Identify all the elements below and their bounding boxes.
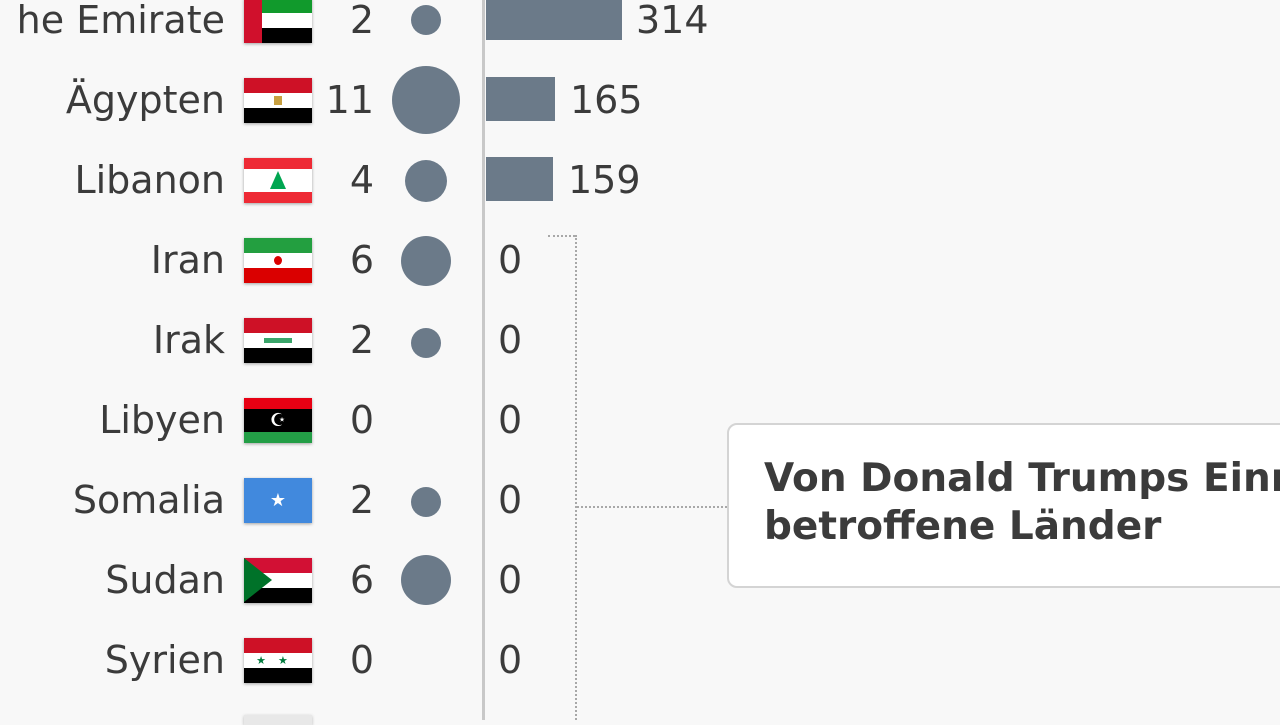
count-value: 6: [349, 238, 374, 282]
count-value: 2: [349, 0, 374, 42]
country-label: Libanon: [74, 158, 225, 202]
flag-iraq-icon: [244, 318, 312, 363]
count-dot: [392, 66, 460, 134]
chart-row-uae: he Emirate 2 314: [0, 0, 760, 60]
bar-value-label: 0: [498, 318, 523, 362]
annotation-line-2: betroffene Länder: [764, 504, 1162, 549]
count-value: 4: [349, 158, 374, 202]
country-label: Syrien: [104, 638, 225, 682]
country-label: Sudan: [105, 558, 225, 602]
annotation-callout: Von Donald Trumps Einr betroffene Länder: [727, 423, 1280, 588]
chart-row-somalia: Somalia ★ 2 0: [0, 460, 760, 540]
chart-row-syria: Syrien ★★ 0 0: [0, 620, 760, 700]
bar-value-label: 0: [498, 478, 523, 522]
count-dot: [401, 555, 451, 605]
count-dot: [401, 236, 451, 286]
bracket-top-line: [548, 235, 575, 237]
country-label: he Emirate: [16, 0, 225, 42]
count-dot: [411, 5, 441, 35]
bar-value-label: 314: [636, 0, 709, 42]
bar-axis-line: [482, 0, 485, 720]
chart-row-sudan: Sudan 6 0: [0, 540, 760, 620]
callout-connector-line: [577, 506, 727, 508]
value-bar: [486, 77, 555, 121]
value-bar: [486, 0, 622, 40]
annotation-text: Von Donald Trumps Einr betroffene Länder: [764, 455, 1280, 551]
count-dot: [405, 160, 447, 202]
chart-row-lebanon: Libanon 4 159: [0, 140, 760, 220]
bar-value-label: 159: [568, 158, 641, 202]
flag-lebanon-icon: [244, 158, 312, 203]
count-value: 6: [349, 558, 374, 602]
country-label: Irak: [152, 318, 225, 362]
country-label: Iran: [150, 238, 225, 282]
chart-row-iraq: Irak 2 0: [0, 300, 760, 380]
bar-value-label: 165: [570, 78, 643, 122]
country-label: Libyen: [99, 398, 225, 442]
bar-value-label: 0: [498, 238, 523, 282]
flag-libya-icon: ☪: [244, 398, 312, 443]
flag-syria-icon: ★★: [244, 638, 312, 683]
country-label: Somalia: [72, 478, 225, 522]
flag-iran-icon: [244, 238, 312, 283]
count-value: 0: [349, 638, 374, 682]
country-label: Ägypten: [65, 78, 225, 122]
annotation-line-1: Von Donald Trumps Einr: [764, 456, 1280, 501]
chart-row-iran: Iran 6 0: [0, 220, 760, 300]
flag-sudan-icon: [244, 558, 312, 603]
count-value: 11: [325, 78, 374, 122]
bar-value-label: 0: [498, 638, 523, 682]
flag-somalia-icon: ★: [244, 478, 312, 523]
flag-egypt-icon: [244, 78, 312, 123]
count-value: 0: [349, 398, 374, 442]
bar-value-label: 0: [498, 398, 523, 442]
count-value: 2: [349, 318, 374, 362]
flag-uae-icon: [244, 0, 312, 43]
count-value: 2: [349, 478, 374, 522]
chart-row-libya: Libyen ☪ 0 0: [0, 380, 760, 460]
chart-row-egypt: Ägypten 11 165: [0, 60, 760, 140]
flag-partial-icon: [244, 715, 312, 725]
count-dot: [411, 328, 441, 358]
bracket-vertical-line: [575, 235, 577, 720]
value-bar: [486, 157, 553, 201]
count-dot: [411, 487, 441, 517]
bar-value-label: 0: [498, 558, 523, 602]
